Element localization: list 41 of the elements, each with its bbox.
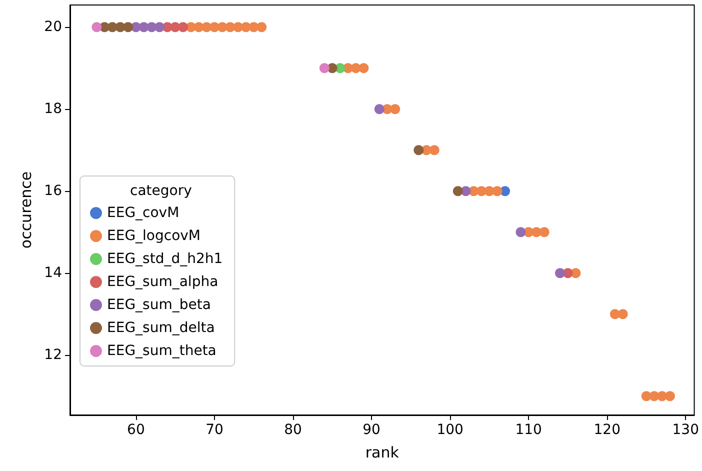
point — [452, 186, 463, 196]
point — [555, 268, 565, 278]
point — [414, 145, 424, 156]
point — [492, 186, 502, 196]
legend-label: EEG_logcovM — [107, 228, 201, 244]
x-tick-label: 100 — [436, 422, 464, 438]
point — [358, 63, 369, 74]
x-axis-title: rank — [365, 444, 400, 462]
x-tick-label: 90 — [362, 422, 380, 438]
legend-title: category — [130, 183, 192, 199]
point — [123, 22, 134, 32]
y-tick-label: 20 — [44, 19, 62, 36]
point — [374, 104, 384, 114]
point — [92, 22, 102, 32]
point — [618, 309, 628, 320]
legend-label: EEG_std_d_h2h1 — [107, 251, 223, 267]
point — [516, 227, 526, 238]
x-tick-label: 60 — [127, 422, 145, 438]
point — [664, 391, 675, 402]
legend-label: EEG_sum_beta — [107, 297, 211, 313]
y-tick-label: 18 — [44, 101, 62, 118]
y-axis-title: occurence — [16, 171, 35, 249]
x-tick-label: 70 — [206, 422, 224, 438]
point — [390, 104, 400, 114]
point — [256, 22, 267, 32]
x-tick-label: 110 — [515, 422, 542, 438]
legend-label: EEG_covM — [107, 205, 180, 221]
point — [154, 22, 165, 32]
point — [539, 227, 550, 238]
x-tick-label: 80 — [284, 422, 302, 438]
x-tick-label: 120 — [594, 422, 620, 438]
legend-label: EEG_sum_alpha — [107, 274, 218, 290]
legend-label: EEG_sum_delta — [107, 320, 215, 336]
point — [178, 22, 188, 32]
y-tick-label: 14 — [44, 265, 62, 282]
point — [429, 145, 440, 156]
x-tick-label: 130 — [672, 422, 700, 438]
y-tick-label: 12 — [44, 347, 62, 364]
point — [319, 63, 330, 74]
legend-label: EEG_sum_theta — [107, 343, 216, 359]
y-tick-label: 16 — [44, 183, 62, 200]
